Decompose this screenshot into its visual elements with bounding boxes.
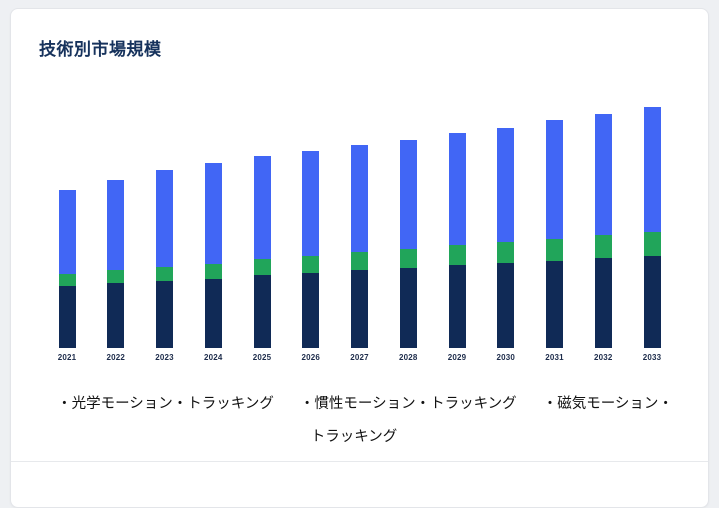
legend-item-optical: ・光学モーション・トラッキング <box>57 396 274 412</box>
bar-group-2031: 2031 <box>545 94 565 362</box>
bar-group-2032: 2032 <box>593 94 613 362</box>
bar-segment-magnetic <box>302 151 320 256</box>
bar-stack <box>351 145 368 348</box>
bar-group-2023: 2023 <box>155 94 175 362</box>
x-axis-label: 2026 <box>301 353 321 362</box>
bar-segment-optical <box>448 265 466 348</box>
bar-segment-inertial <box>643 232 661 256</box>
bar-segment-optical <box>351 270 368 348</box>
bar-group-2029: 2029 <box>447 94 467 362</box>
bar-segment-magnetic <box>643 107 661 232</box>
x-axis-label: 2024 <box>203 353 223 362</box>
chart-legend: ・光学モーション・トラッキング ・慣性モーション・トラッキング ・磁気モーション… <box>39 388 680 455</box>
bar-stack <box>643 107 661 348</box>
bar-group-2024: 2024 <box>203 94 223 362</box>
bar-group-2027: 2027 <box>350 94 370 362</box>
bar-segment-optical <box>302 273 320 348</box>
bar-segment-inertial <box>107 270 125 283</box>
bar-segment-inertial <box>448 245 466 265</box>
bar-segment-magnetic <box>253 156 271 259</box>
bar-segment-magnetic <box>448 133 466 245</box>
chart-card-content: 技術別市場規模 2021 2022 2023 2024 2025 2026 2027 2028… <box>11 9 708 507</box>
bar-segment-magnetic <box>546 120 563 239</box>
bar-stack <box>497 128 515 348</box>
bar-segment-magnetic <box>351 145 368 252</box>
bar-segment-inertial <box>351 252 368 270</box>
bar-segment-optical <box>156 281 173 348</box>
x-axis-label: 2028 <box>398 353 418 362</box>
bar-group-2033: 2033 <box>642 94 662 362</box>
bar-stack <box>302 151 320 348</box>
bar-stack <box>58 190 76 348</box>
bar-segment-optical <box>497 263 515 348</box>
bar-group-2028: 2028 <box>398 94 418 362</box>
bar-segment-inertial <box>58 274 76 286</box>
x-axis-label: 2030 <box>496 353 516 362</box>
bar-segment-inertial <box>302 256 320 273</box>
bar-segment-magnetic <box>399 140 417 249</box>
legend-item-magnetic: ・磁気モーション・トラッキング <box>310 396 673 446</box>
bar-stack <box>448 133 466 348</box>
bar-segment-optical <box>253 275 271 348</box>
legend-item-inertial: ・慣性モーション・トラッキング <box>299 396 517 412</box>
bar-segment-magnetic <box>156 170 173 267</box>
x-axis-label: 2023 <box>155 353 174 362</box>
bar-group-2021: 2021 <box>57 94 77 362</box>
x-axis-label: 2027 <box>350 353 369 362</box>
bar-segment-inertial <box>156 267 173 281</box>
x-axis-label: 2021 <box>57 353 77 362</box>
x-axis-label: 2029 <box>447 353 467 362</box>
bar-segment-optical <box>58 286 76 348</box>
card-bottom-divider <box>11 461 708 462</box>
bar-segment-inertial <box>253 259 271 275</box>
bar-stack <box>107 180 125 348</box>
bar-segment-inertial <box>204 264 222 279</box>
bar-chart-bars: 2021 2022 2023 2024 2025 2026 2027 2028 2029 2030… <box>57 94 662 362</box>
bar-segment-inertial <box>497 242 515 263</box>
x-axis-label: 2032 <box>593 353 613 362</box>
bar-stack <box>204 163 222 348</box>
bar-group-2026: 2026 <box>301 94 321 362</box>
bar-segment-optical <box>204 279 222 348</box>
bar-segment-optical <box>546 261 563 348</box>
bar-stack <box>399 140 417 348</box>
bar-segment-optical <box>643 256 661 348</box>
bar-stack <box>594 114 612 348</box>
bar-segment-magnetic <box>204 163 222 264</box>
bar-segment-inertial <box>594 235 612 258</box>
bar-group-2030: 2030 <box>496 94 516 362</box>
bar-segment-optical <box>594 258 612 348</box>
page-title: 技術別市場規模 <box>39 40 162 59</box>
x-axis-label: 2022 <box>106 353 126 362</box>
bar-segment-magnetic <box>107 180 125 270</box>
bar-segment-optical <box>399 268 417 348</box>
bar-segment-inertial <box>546 239 563 261</box>
x-axis-label: 2033 <box>642 353 662 362</box>
bar-stack <box>156 170 173 348</box>
bar-group-2022: 2022 <box>106 94 126 362</box>
stacked-bar-chart: 2021 2022 2023 2024 2025 2026 2027 2028 2029 2030… <box>39 94 680 362</box>
bar-segment-magnetic <box>58 190 76 274</box>
x-axis-label: 2025 <box>252 353 272 362</box>
bar-segment-optical <box>107 283 125 348</box>
x-axis-label: 2031 <box>545 353 564 362</box>
bar-segment-magnetic <box>594 114 612 235</box>
bar-segment-magnetic <box>497 128 515 242</box>
bar-group-2025: 2025 <box>252 94 272 362</box>
bar-stack <box>253 156 271 348</box>
bar-segment-inertial <box>399 249 417 268</box>
chart-card: 技術別市場規模 2021 2022 2023 2024 2025 2026 2027 2028… <box>10 8 709 508</box>
bar-stack <box>546 120 563 348</box>
